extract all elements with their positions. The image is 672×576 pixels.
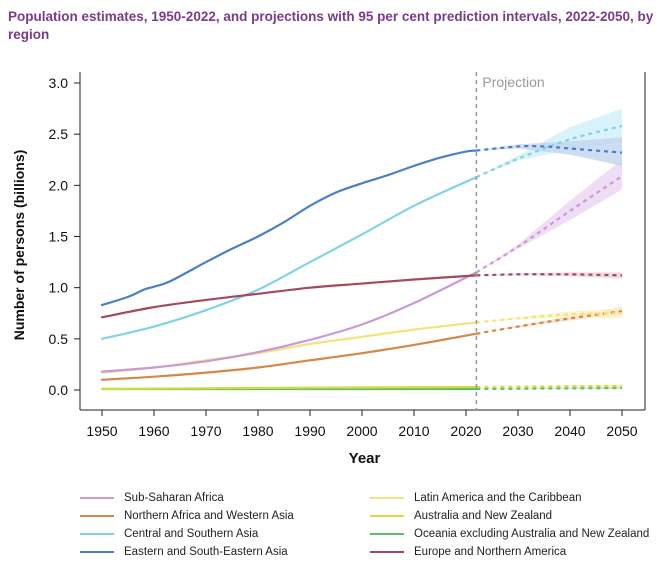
legend-label: Central and Southern Asia <box>124 528 259 540</box>
y-axis-label: Number of persons (billions) <box>11 150 27 341</box>
legend-item: Oceania excluding Australia and New Zeal… <box>370 528 649 540</box>
prediction-band-3 <box>476 137 622 166</box>
legend-item: Northern Africa and Western Asia <box>80 510 294 522</box>
x-tick-label: 1980 <box>242 423 273 439</box>
legend-item: Europe and Northern America <box>370 546 566 558</box>
y-tick-label: 0.5 <box>49 331 69 347</box>
y-tick-label: 3.0 <box>49 75 69 91</box>
legend-swatch <box>370 551 404 553</box>
x-tick-label: 2020 <box>450 423 481 439</box>
legend-swatch <box>80 515 114 517</box>
legend-item: Eastern and South-Eastern Asia <box>80 546 288 558</box>
x-axis-label: Year <box>349 450 381 467</box>
legend-label: Latin America and the Caribbean <box>414 492 582 504</box>
projection-line-5 <box>476 384 623 389</box>
x-tick-label: 2010 <box>398 423 429 439</box>
projection-line-7 <box>476 273 623 277</box>
y-tick-label: 1.5 <box>49 229 69 245</box>
legend-item: Central and Southern Asia <box>80 528 258 540</box>
projection-line-1 <box>476 310 623 335</box>
projection-line-2 <box>475 124 623 179</box>
estimate-line-4 <box>100 321 478 374</box>
legend-swatch <box>370 497 404 499</box>
prediction-band-7 <box>476 272 622 279</box>
estimate-line-5 <box>100 385 478 391</box>
legend-item: Latin America and the Caribbean <box>370 492 582 504</box>
x-tick-label: 1990 <box>294 423 325 439</box>
chart-title: Population estimates, 1950-2022, and pro… <box>8 9 654 42</box>
legend-swatch <box>80 551 114 553</box>
legend-swatch <box>80 497 114 499</box>
projection-line-3 <box>476 144 623 154</box>
projection-line-0 <box>475 175 623 274</box>
estimate-line-7 <box>100 274 478 319</box>
y-tick-label: 2.5 <box>49 126 69 142</box>
x-tick-label: 1950 <box>86 423 117 439</box>
legend-label: Australia and New Zealand <box>414 510 553 522</box>
x-tick-label: 1960 <box>138 423 169 439</box>
x-tick-label: 2000 <box>346 423 377 439</box>
prediction-band-0 <box>476 159 622 273</box>
estimate-line-2 <box>100 176 478 340</box>
legend-label: Sub-Saharan Africa <box>124 492 224 504</box>
prediction-band-6 <box>476 386 622 389</box>
legend-swatch <box>80 533 114 535</box>
chart-legend: Sub-Saharan Africa Latin America and the … <box>0 488 672 568</box>
projection-line-6 <box>476 386 623 391</box>
legend-swatch <box>370 515 404 517</box>
x-tick-label: 2030 <box>502 423 533 439</box>
estimate-line-3 <box>100 149 478 307</box>
legend-item: Australia and New Zealand <box>370 510 552 522</box>
y-tick-label: 1.0 <box>49 280 69 296</box>
projection-label: Projection <box>482 74 544 90</box>
legend-item: Sub-Saharan Africa <box>80 492 224 504</box>
legend-label: Eastern and South-Eastern Asia <box>124 546 288 558</box>
legend-label: Northern Africa and Western Asia <box>124 510 294 522</box>
estimate-line-0 <box>100 271 478 373</box>
projection-line-4 <box>476 312 623 324</box>
y-tick-label: 2.0 <box>49 177 69 193</box>
legend-label: Europe and Northern America <box>414 546 567 558</box>
legend-label: Oceania excluding Australia and New Zeal… <box>414 528 650 540</box>
legend-swatch <box>370 533 404 535</box>
x-tick-label: 1970 <box>190 423 221 439</box>
x-tick-label: 2050 <box>606 423 637 439</box>
estimate-line-1 <box>100 332 478 381</box>
chart-area: 0.0 0.5 1.0 1.5 2.0 2.5 3.0 1950 1960 1970 1980 199… <box>11 72 646 467</box>
y-tick-label: 0.0 <box>49 382 69 398</box>
x-tick-label: 2040 <box>554 423 585 439</box>
